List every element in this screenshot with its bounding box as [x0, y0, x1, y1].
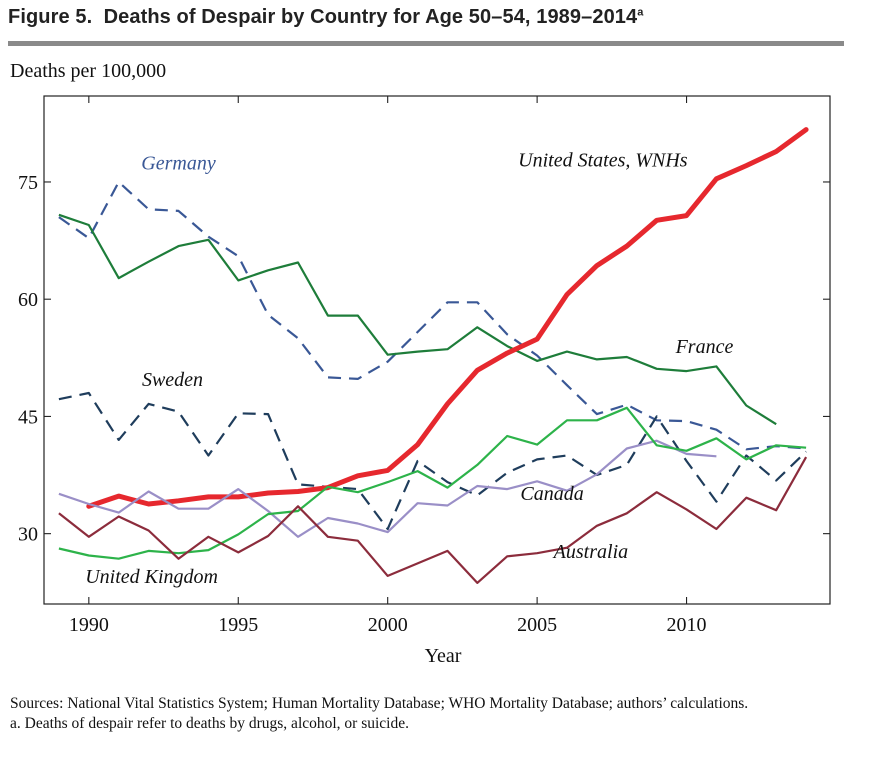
series-line-sweden [58, 391, 807, 531]
annotation-germany: Germany [141, 152, 216, 174]
y-tick-label: 60 [18, 289, 38, 311]
series-line-united-kingdom [58, 406, 807, 560]
x-axis-label: Year [425, 645, 462, 667]
series-annotations: Germany United States, WNHs France Sweden Ca… [85, 149, 733, 588]
series-lines [58, 127, 809, 585]
annotation-united-states-wnhs: United States, WNHs [518, 149, 688, 171]
series-line-australia [58, 456, 808, 585]
figure-title: Figure 5. Deaths of Despair by Country f… [8, 6, 643, 29]
y-axis-label: Deaths per 100,000 [10, 60, 167, 82]
x-tick-label: 2005 [517, 614, 557, 636]
series-line-united-states-wnhs [86, 127, 809, 509]
sources-note: Sources: National Vital Statistics Syste… [10, 695, 749, 712]
annotation-sweden: Sweden [142, 369, 203, 391]
figure-notes: Sources: National Vital Statistics Syste… [10, 694, 850, 734]
y-tick-label: 45 [18, 406, 38, 428]
series-line-canada [58, 439, 717, 538]
x-tick-label: 2010 [667, 614, 707, 636]
annotation-france: France [675, 336, 734, 358]
annotation-canada: Canada [520, 483, 583, 505]
annotation-united-kingdom: United Kingdom [85, 566, 218, 588]
title-rule [8, 41, 844, 46]
line-chart: 1990 1995 2000 2005 2010 30 45 60 75 Germany Unit… [18, 95, 831, 667]
plot-frame [43, 95, 831, 605]
series-line-france [58, 213, 777, 426]
figure-title-text: Deaths of Despair by Country for Age 50–… [103, 6, 638, 28]
y-tick-label: 75 [18, 172, 38, 194]
figure-title-superscript: a [637, 6, 644, 19]
y-tick-label: 30 [18, 524, 38, 546]
axis-ticks: 1990 1995 2000 2005 2010 30 45 60 75 [18, 96, 830, 636]
series-line-germany [58, 180, 807, 451]
x-tick-label: 1990 [69, 614, 109, 636]
figure-label: Figure 5. [8, 6, 93, 28]
annotation-australia: Australia [552, 541, 628, 563]
x-tick-label: 2000 [368, 614, 408, 636]
footnote-a: a. Deaths of despair refer to deaths by … [10, 715, 409, 732]
x-tick-label: 1995 [218, 614, 258, 636]
